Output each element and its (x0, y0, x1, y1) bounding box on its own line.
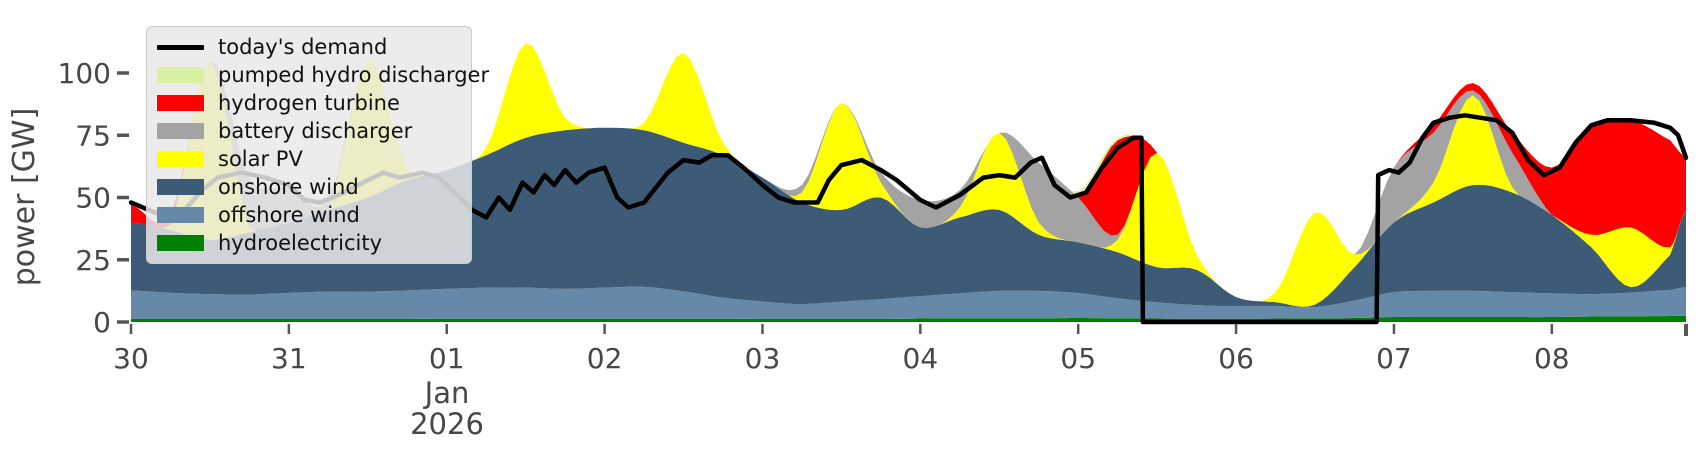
legend-entry: hydroelectricity (157, 230, 461, 257)
axis-tick-labels: 30 31 01 02 03 04 05 06 07 08 0 25 50 75 100 (58, 57, 1570, 375)
legend-label: pumped hydro discharger (218, 62, 490, 87)
x-axis-year-label: 2026 (410, 407, 484, 441)
x-tick-label: 02 (587, 342, 623, 375)
x-tick-label: 07 (1376, 342, 1412, 375)
area-onshore-wind (131, 127, 1686, 308)
x-tick-label: 01 (429, 342, 465, 375)
legend-entry: solar PV (157, 146, 461, 173)
legend-swatch-onshore-wind (157, 179, 204, 195)
legend-swatch-today-s-demand (157, 44, 204, 50)
legend-label: offshore wind (218, 202, 360, 227)
legend-swatch-pumped-hydro-discharger (157, 67, 204, 83)
area-offshore-wind (131, 286, 1686, 319)
legend-entry: onshore wind (157, 174, 461, 201)
y-axis-title: power [GW] (7, 108, 42, 287)
legend-swatch-hydroelectricity (157, 235, 204, 251)
x-tick-label: 31 (271, 342, 307, 375)
area-solar-pv (131, 43, 1686, 307)
y-tick-label: 0 (93, 306, 111, 339)
legend-swatch-hydrogen-turbine (157, 95, 204, 111)
y-tick-label: 25 (75, 244, 111, 277)
legend-label: onshore wind (218, 174, 359, 199)
legend-swatch-battery-discharger (157, 123, 204, 139)
legend-label: today's demand (218, 34, 388, 59)
legend-label: solar PV (218, 146, 303, 171)
legend-swatch-solar-pv (157, 151, 204, 167)
legend-entry: pumped hydro discharger (157, 62, 489, 89)
y-tick-label: 75 (75, 119, 111, 152)
x-axis-month-label: Jan (423, 376, 470, 410)
x-tick-label: 03 (745, 342, 781, 375)
y-tick-label: 100 (58, 57, 111, 90)
legend-entry: offshore wind (157, 202, 461, 229)
x-tick-label: 08 (1534, 342, 1570, 375)
axis-ticks (117, 71, 1688, 336)
legend-label: battery discharger (218, 118, 413, 143)
legend-label: hydroelectricity (218, 230, 383, 255)
legend: today's demand pumped hydro discharger hyd… (146, 26, 489, 264)
x-tick-label: 04 (903, 342, 939, 375)
legend-entry: battery discharger (157, 118, 461, 145)
legend-label: hydrogen turbine (218, 90, 400, 115)
x-tick-label: 05 (1060, 342, 1096, 375)
legend-entry: hydrogen turbine (157, 90, 461, 117)
legend-swatch-offshore-wind (157, 207, 204, 223)
y-tick-label: 50 (75, 182, 111, 215)
x-tick-label: 30 (113, 342, 149, 375)
x-tick-label: 06 (1218, 342, 1254, 375)
legend-entry: today's demand (157, 34, 461, 61)
